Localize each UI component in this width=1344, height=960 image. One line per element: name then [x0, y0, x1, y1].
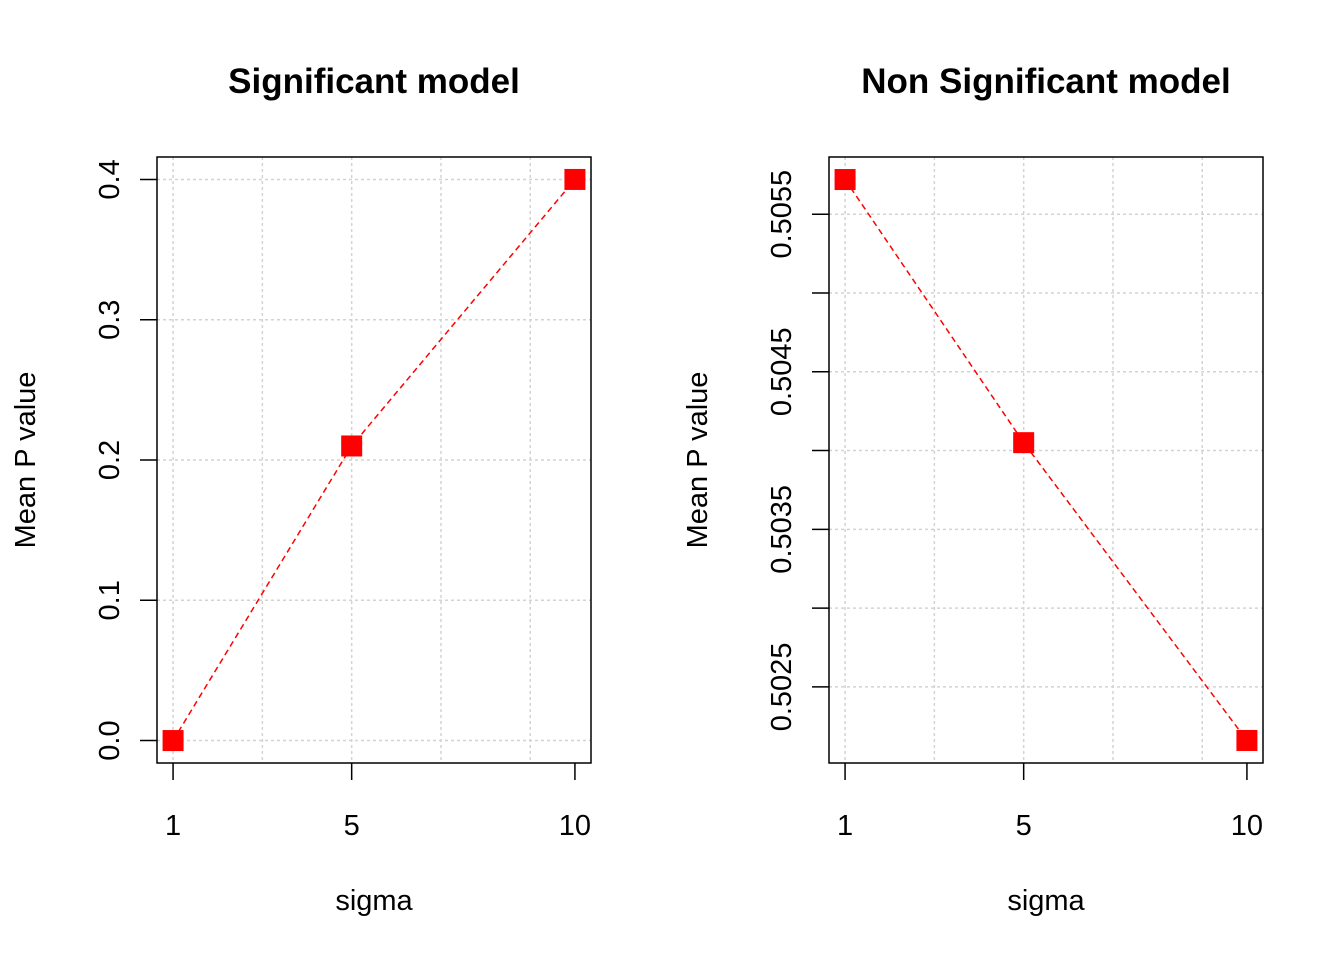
- y-tick-label: 0.4: [94, 159, 126, 199]
- grid-layer: [829, 157, 1263, 763]
- y-tick-label: 0.2: [94, 440, 126, 480]
- data-point-marker: [162, 730, 184, 752]
- y-tick-label: 0.5025: [766, 643, 798, 732]
- y-tick-label: 0.0: [94, 720, 126, 760]
- data-point-marker: [1013, 432, 1035, 454]
- y-axis: 0.5025 0.5035 0.5045 0.5055: [766, 170, 829, 731]
- data-point-marker: [341, 435, 363, 457]
- y-tick-label: 0.1: [94, 580, 126, 620]
- series-layer: [834, 169, 1258, 751]
- x-axis-label: sigma: [1007, 885, 1085, 917]
- data-point-marker: [564, 168, 586, 190]
- chart-panel-significant: Significant model 1 5 10 0.00.10.20.30.4 s…: [10, 62, 592, 917]
- x-tick-label: 10: [1231, 810, 1263, 842]
- y-tick-label: 0.3: [94, 300, 126, 340]
- y-axis: 0.0 0.1 0.2 0.3 0.4: [94, 159, 157, 761]
- x-axis-label: sigma: [335, 885, 413, 917]
- chart-title: Significant model: [228, 62, 520, 101]
- y-tick-label: 0.5055: [766, 170, 798, 259]
- y-axis-label: Mean P value: [10, 372, 42, 549]
- x-tick-label: 1: [165, 810, 181, 842]
- chart-panel-non-significant: Non Significant model 1 5 10 0.50250.50350…: [682, 62, 1264, 917]
- x-tick-label: 10: [559, 810, 591, 842]
- x-tick-label: 1: [837, 810, 853, 842]
- grid-layer: [157, 157, 591, 763]
- x-tick-label: 5: [344, 810, 360, 842]
- y-axis-label: Mean P value: [682, 372, 714, 549]
- chart-title: Non Significant model: [861, 62, 1230, 101]
- x-axis: 1 5 10: [165, 763, 591, 842]
- series-line: [844, 179, 1248, 741]
- y-tick-label: 0.5045: [766, 327, 798, 416]
- y-tick-label: 0.5035: [766, 485, 798, 574]
- data-point-marker: [834, 169, 856, 191]
- x-tick-label: 5: [1016, 810, 1032, 842]
- data-point-marker: [1236, 729, 1258, 751]
- series-layer: [162, 168, 586, 752]
- plot-box: [828, 156, 1264, 764]
- x-axis: 1 5 10: [837, 763, 1263, 842]
